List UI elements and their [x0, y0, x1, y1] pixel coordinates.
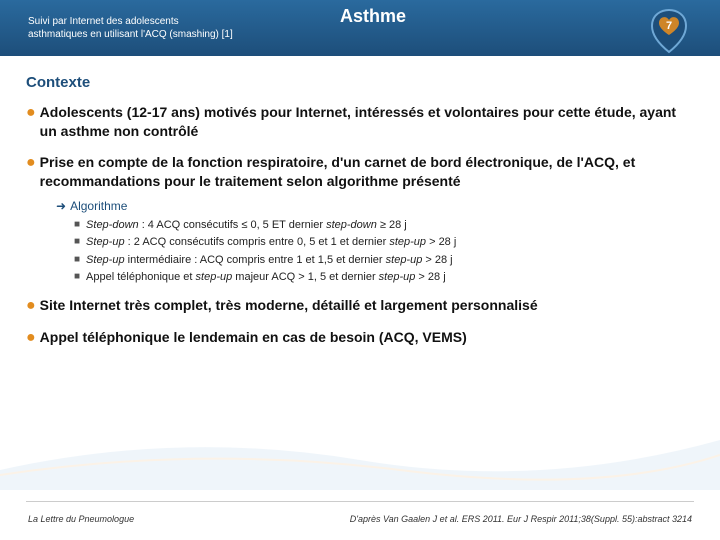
algorithm-item: ■ Step-up : 2 ACQ consécutifs compris en…: [74, 234, 694, 251]
background-swoosh-icon: [0, 420, 720, 490]
algorithm-item: ■ Step-up intermédiaire : ACQ compris en…: [74, 252, 694, 269]
subtitle-line1: Suivi par Internet des adolescents: [28, 16, 179, 27]
bullet-dot-icon: ●: [26, 296, 36, 316]
bullet-item: ● Site Internet très complet, très moder…: [26, 296, 694, 316]
footer-right: D'après Van Gaalen J et al. ERS 2011. Eu…: [350, 514, 692, 524]
bullet-dot-icon: ●: [26, 328, 36, 348]
algorithm-item-text: Appel téléphonique et step-up majeur ACQ…: [86, 269, 446, 286]
algorithm-item-text: Step-up : 2 ACQ consécutifs compris entr…: [86, 234, 456, 251]
footer-left: La Lettre du Pneumologue: [28, 514, 134, 524]
square-bullet-icon: ■: [74, 252, 80, 269]
page-number-badge: 7: [648, 6, 690, 54]
bullet-text: Prise en compte de la fonction respirato…: [40, 153, 694, 191]
slide-header: Suivi par Internet des adolescents asthm…: [0, 0, 720, 56]
algorithm-item: ■ Step-down : 4 ACQ consécutifs ≤ 0, 5 E…: [74, 217, 694, 234]
algorithm-item: ■ Appel téléphonique et step-up majeur A…: [74, 269, 694, 286]
bullet-text: Adolescents (12-17 ans) motivés pour Int…: [40, 103, 694, 141]
content-area: Contexte ● Adolescents (12-17 ans) motiv…: [0, 56, 720, 348]
algorithm-item-text: Step-down : 4 ACQ consécutifs ≤ 0, 5 ET …: [86, 217, 407, 234]
bullet-item: ● Appel téléphonique le lendemain en cas…: [26, 328, 694, 348]
bullet-text: Appel téléphonique le lendemain en cas d…: [40, 328, 467, 348]
bullet-item: ● Adolescents (12-17 ans) motivés pour I…: [26, 103, 694, 141]
arrow-right-icon: ➜: [56, 199, 66, 213]
square-bullet-icon: ■: [74, 234, 80, 251]
bullet-dot-icon: ●: [26, 153, 36, 191]
algorithm-heading: ➜ Algorithme: [56, 199, 694, 213]
algorithm-heading-text: Algorithme: [70, 199, 127, 213]
algorithm-item-text: Step-up intermédiaire : ACQ compris entr…: [86, 252, 453, 269]
bullet-text: Site Internet très complet, très moderne…: [40, 296, 538, 316]
footer-divider: [26, 501, 694, 502]
square-bullet-icon: ■: [74, 217, 80, 234]
bullet-dot-icon: ●: [26, 103, 36, 141]
header-subtitle: Suivi par Internet des adolescents asthm…: [0, 15, 300, 42]
subtitle-line2: asthmatiques en utilisant l'ACQ (smashin…: [28, 29, 233, 40]
square-bullet-icon: ■: [74, 269, 80, 286]
algorithm-block: ➜ Algorithme ■ Step-down : 4 ACQ consécut…: [56, 199, 694, 286]
section-title: Contexte: [26, 74, 694, 91]
page-number: 7: [666, 20, 672, 32]
header-title: Asthme: [340, 6, 406, 27]
bullet-item: ● Prise en compte de la fonction respira…: [26, 153, 694, 191]
